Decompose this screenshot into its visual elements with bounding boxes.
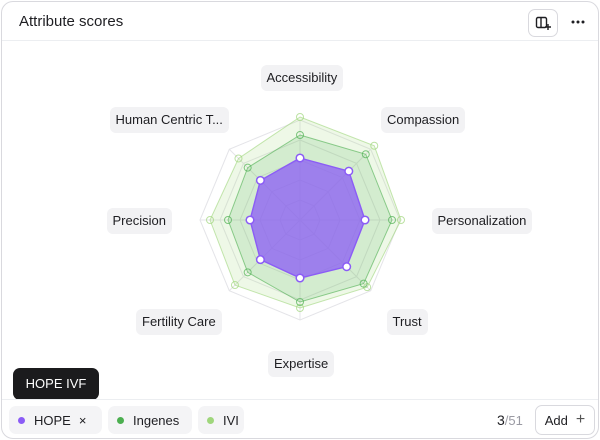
point-ivi-7[interactable] (206, 216, 214, 224)
point-ingenes-3[interactable] (388, 216, 396, 224)
panel-add-icon (535, 16, 551, 30)
counter-current: 3 (497, 412, 505, 428)
point-ingenes-6[interactable] (243, 268, 252, 277)
more-options-button[interactable] (564, 9, 592, 35)
point-hope-ivf-1[interactable] (295, 153, 305, 163)
point-ivi-1[interactable] (296, 113, 304, 121)
axis-label-4: Trust (386, 309, 428, 335)
point-ingenes-1[interactable] (296, 131, 304, 139)
axis-label-6: Fertility Care (136, 309, 222, 335)
axis-label-1: Accessibility (260, 65, 344, 91)
point-ingenes-5[interactable] (296, 298, 304, 306)
point-hope-ivf-8[interactable] (255, 175, 265, 185)
series-hope-ivf[interactable] (245, 153, 370, 283)
axis-label-8: Human Centric T... (109, 107, 229, 133)
ivi-color-dot (207, 416, 214, 424)
hope-color-dot (18, 416, 25, 424)
add-label: Add (544, 412, 568, 428)
point-ingenes-7[interactable] (224, 216, 232, 224)
point-hope-ivf-7[interactable] (245, 215, 255, 225)
selection-counter: 3/51 (497, 412, 523, 428)
more-icon (571, 20, 585, 24)
legend-chip-ivi[interactable]: IVI (198, 406, 244, 434)
legend-bar: HOPE × Ingenes IVI 3/51 Add + (2, 399, 598, 438)
point-ingenes-8[interactable] (243, 163, 252, 172)
axis-label-2: Compassion (381, 107, 466, 133)
series-area-hope-ivf (249, 157, 366, 279)
series-tooltip: HOPE IVF (13, 368, 99, 400)
axis-label-7: Precision (106, 208, 172, 234)
point-ivi-6[interactable] (230, 281, 239, 290)
counter-total: /51 (504, 413, 523, 428)
point-hope-ivf-5[interactable] (295, 273, 305, 283)
point-hope-ivf-6[interactable] (255, 255, 265, 265)
point-hope-ivf-2[interactable] (344, 166, 354, 176)
radar-series (206, 113, 405, 312)
legend-chip-label: HOPE (34, 412, 71, 428)
point-ivi-3[interactable] (397, 216, 405, 224)
point-ivi-5[interactable] (296, 304, 304, 312)
radar-chart (199, 113, 405, 321)
card-title: Attribute scores (19, 13, 124, 30)
point-ingenes-4[interactable] (359, 279, 368, 288)
legend-chip-label: IVI (223, 412, 239, 428)
axis-label-5: Expertise (268, 351, 335, 377)
legend-chip-ingenes[interactable]: Ingenes (108, 406, 192, 434)
point-ivi-2[interactable] (370, 141, 379, 150)
add-widget-button[interactable] (528, 9, 558, 37)
legend-chip-label: Ingenes (133, 412, 180, 428)
point-ingenes-2[interactable] (361, 150, 370, 159)
point-hope-ivf-3[interactable] (360, 215, 370, 225)
card-header: Attribute scores (2, 2, 598, 41)
point-ivi-8[interactable] (234, 154, 243, 163)
add-series-button[interactable]: Add + (535, 405, 595, 435)
ingenes-color-dot (117, 416, 124, 424)
axis-label-3: Personalization (431, 208, 533, 234)
legend-chip-hope[interactable]: HOPE × (9, 406, 102, 434)
remove-chip-icon[interactable]: × (78, 412, 87, 428)
point-hope-ivf-4[interactable] (342, 262, 352, 272)
plus-icon: + (575, 411, 586, 428)
